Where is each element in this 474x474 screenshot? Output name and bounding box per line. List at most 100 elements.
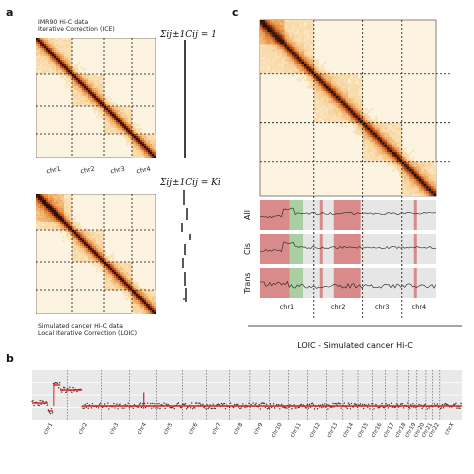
heatmap-cell xyxy=(289,22,292,26)
heatmap-cell xyxy=(150,308,153,311)
heatmap-cell xyxy=(54,54,57,57)
heatmap-cell xyxy=(126,266,129,269)
heatmap-cell xyxy=(74,104,77,107)
heatmap-cell xyxy=(345,115,349,118)
heatmap-cell xyxy=(72,98,75,101)
heatmap-cell xyxy=(110,264,113,267)
heatmap-cell xyxy=(76,100,79,103)
heatmap-cell xyxy=(418,161,422,165)
heatmap-cell xyxy=(78,250,81,253)
profile-point xyxy=(364,403,366,406)
heatmap-cell xyxy=(311,73,314,77)
heatmap-cell xyxy=(411,171,415,175)
heatmap-cell xyxy=(387,144,390,148)
heatmap-cell xyxy=(54,64,57,67)
heatmap-cell xyxy=(426,164,429,167)
heatmap-cell xyxy=(68,212,71,215)
heatmap-cell xyxy=(318,88,322,92)
heatmap-cell xyxy=(70,52,73,55)
heatmap-cell xyxy=(404,188,407,192)
heatmap-cell xyxy=(291,66,295,70)
heatmap-cell xyxy=(269,42,273,45)
heatmap-cell xyxy=(102,100,105,103)
heatmap-cell xyxy=(82,256,85,259)
heatmap-cell xyxy=(46,60,49,63)
heatmap-cell xyxy=(102,106,105,109)
heatmap-cell xyxy=(118,112,121,115)
heatmap-cell xyxy=(134,144,137,147)
heatmap-cell xyxy=(98,248,101,251)
heatmap-cell xyxy=(92,254,95,257)
heatmap-cell xyxy=(148,298,151,301)
heatmap-cell xyxy=(70,50,73,53)
heatmap-cell xyxy=(124,116,127,119)
heatmap-cell xyxy=(70,72,73,75)
heatmap-cell xyxy=(279,22,283,26)
heatmap-cell xyxy=(345,120,349,123)
heatmap-cell xyxy=(279,64,283,67)
heatmap-cell xyxy=(80,86,83,89)
heatmap-cell xyxy=(100,76,103,79)
heatmap-cell xyxy=(36,40,39,43)
heatmap-cell xyxy=(108,288,111,291)
heatmap-cell xyxy=(64,78,67,81)
heatmap-cell xyxy=(148,292,151,295)
profile-point xyxy=(286,407,288,409)
heatmap-cell xyxy=(382,142,385,145)
heatmap-cell xyxy=(154,154,156,157)
heatmap-cell xyxy=(54,196,57,199)
heatmap-cell xyxy=(279,42,283,45)
heatmap-cell xyxy=(318,66,322,70)
heatmap-cell xyxy=(52,60,55,63)
heatmap-cell xyxy=(140,156,143,158)
heatmap-cell xyxy=(120,268,123,271)
heatmap-cell xyxy=(409,152,412,155)
heatmap-cell xyxy=(294,42,297,45)
heatmap-cell xyxy=(382,147,385,150)
heatmap-cell xyxy=(100,254,103,257)
heatmap-cell xyxy=(46,62,49,65)
heatmap-cell xyxy=(274,37,278,40)
heatmap-cell xyxy=(120,116,123,119)
heatmap-cell xyxy=(296,37,300,40)
heatmap-cell xyxy=(367,144,371,148)
heatmap-cell xyxy=(72,94,75,97)
heatmap-cell xyxy=(360,95,363,99)
heatmap-cell xyxy=(340,88,344,92)
heatmap-cell xyxy=(313,64,317,67)
heatmap-cell xyxy=(326,108,329,111)
heatmap-cell xyxy=(404,191,407,194)
heatmap-cell xyxy=(88,252,91,255)
heatmap-cell xyxy=(345,76,349,79)
heatmap-cell xyxy=(60,56,63,59)
heatmap-cell xyxy=(52,208,55,211)
heatmap-cell xyxy=(138,130,141,133)
profile-point xyxy=(401,403,404,405)
heatmap-cell xyxy=(421,176,424,180)
heatmap-cell xyxy=(138,154,141,157)
heatmap-cell xyxy=(74,236,77,239)
heatmap-cell xyxy=(72,82,75,85)
heatmap-cell xyxy=(382,134,385,138)
heatmap-cell xyxy=(148,306,151,309)
heatmap-cell xyxy=(60,194,63,197)
heatmap-cell xyxy=(414,181,417,184)
heatmap-cell xyxy=(355,117,358,121)
heatmap-cell xyxy=(96,88,99,91)
profile-point xyxy=(50,408,53,410)
heatmap-cell xyxy=(130,140,133,143)
heatmap-cell xyxy=(330,112,334,116)
heatmap-cell xyxy=(78,104,81,107)
heatmap-cell xyxy=(78,246,81,249)
heatmap-cell xyxy=(40,54,43,57)
heatmap-cell xyxy=(56,210,59,213)
profile-point xyxy=(369,408,371,410)
heatmap-cell xyxy=(338,115,341,118)
heatmap-cell xyxy=(112,288,115,291)
heatmap-cell xyxy=(128,276,131,279)
heatmap-cell xyxy=(140,300,143,303)
heatmap-cell xyxy=(78,96,81,99)
heatmap-cell xyxy=(142,310,145,313)
profile-point xyxy=(151,407,153,409)
heatmap-cell xyxy=(106,264,109,267)
